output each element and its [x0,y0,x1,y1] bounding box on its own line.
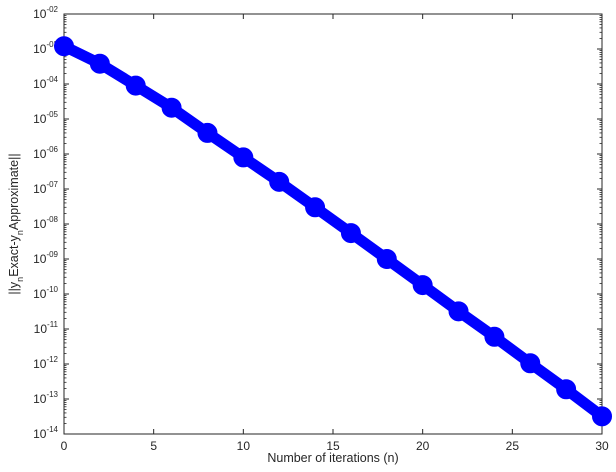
y-tick-label: 10-03 [33,40,58,56]
data-point [592,406,612,427]
y-tick-label: 10-04 [33,75,58,91]
x-tick-label: 15 [326,439,340,453]
data-point [125,75,146,96]
data-point [484,326,505,347]
y-tick-label: 10-10 [33,285,58,301]
y-tick-label: 10-11 [34,320,59,336]
data-point [520,353,541,374]
x-tick-label: 20 [416,439,430,453]
series-group [54,36,612,427]
x-tick-label: 0 [61,439,68,453]
x-tick-label: 5 [150,439,157,453]
data-point [269,171,290,192]
x-tick-label: 25 [506,439,520,453]
data-point [54,36,74,57]
data-point [161,97,182,118]
y-tick-label: 10-08 [33,215,58,231]
y-axis-label: ||ynExact-ynApproximate|| [7,153,25,294]
series-line [58,40,608,422]
data-point [448,301,469,322]
data-point [233,147,254,168]
data-point [197,122,218,143]
y-tick-label: 10-14 [33,425,58,441]
data-point [340,223,361,244]
data-point [556,379,577,400]
y-tick-label: 10-13 [33,390,58,406]
data-point [305,197,326,218]
data-point [376,249,397,269]
y-tick-label: 10-06 [33,145,58,161]
x-tick-label: 10 [237,439,251,453]
y-tick-label: 10-02 [33,5,58,21]
x-axis-label: Number of iterations (n) [267,451,398,465]
data-point [89,53,110,74]
y-tick-label: 10-12 [33,355,58,371]
x-tick-label: 30 [595,439,609,453]
axis-ticks: 0 5 10 15 20 25 30 10-02 10-03 10-04 10-05 10-06 10-… [33,5,609,453]
data-point [412,275,433,296]
y-tick-label: 10-09 [33,250,58,266]
y-tick-label: 10-05 [33,110,58,126]
y-tick-label: 10-07 [33,180,58,196]
